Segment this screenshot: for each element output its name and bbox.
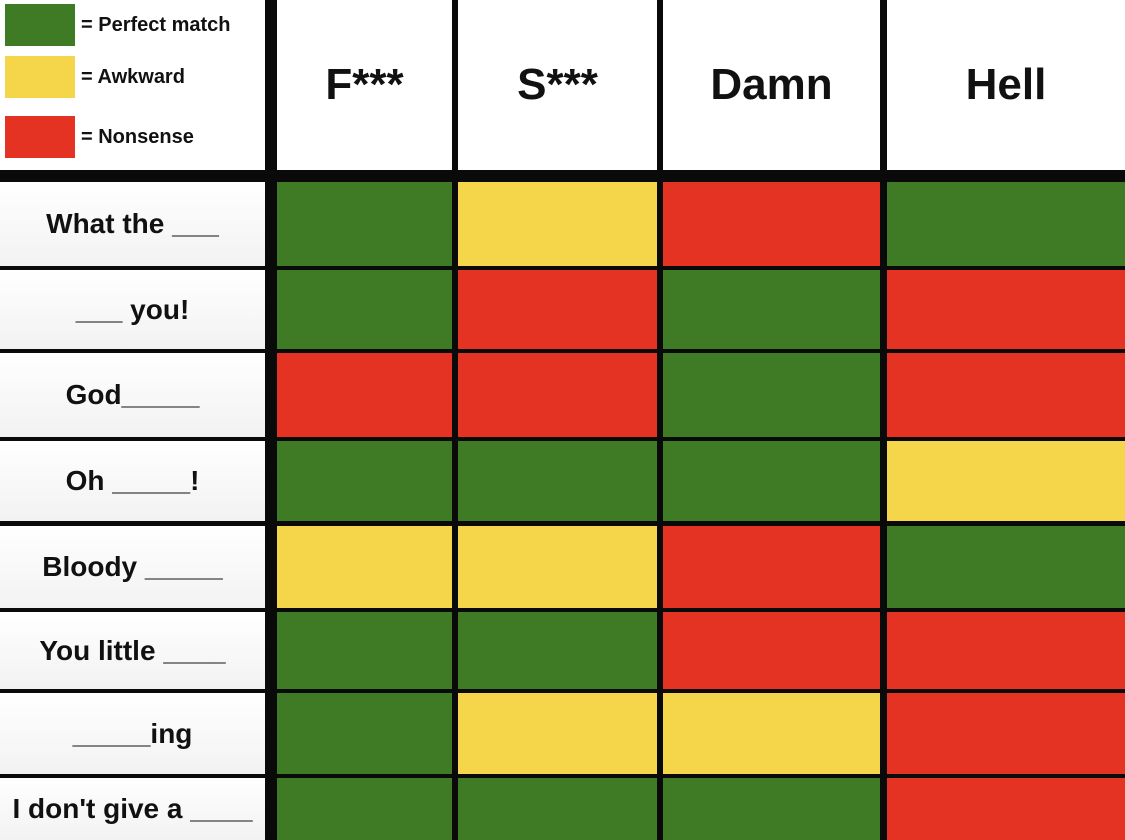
legend-item: = Awkward — [5, 56, 185, 98]
heatmap-cell — [277, 526, 452, 608]
heatmap-cell — [277, 693, 452, 774]
legend-swatch — [5, 116, 75, 158]
heatmap-cell — [663, 270, 880, 349]
column-header: F*** — [277, 0, 452, 170]
heatmap-cell — [663, 441, 880, 521]
legend-label: = Perfect match — [81, 13, 231, 36]
heatmap-cell — [663, 182, 880, 266]
heatmap-cell — [277, 182, 452, 266]
column-header: S*** — [458, 0, 657, 170]
heatmap-cell — [663, 693, 880, 774]
row-label: God_____ — [0, 353, 265, 437]
legend-item: = Perfect match — [5, 4, 231, 46]
heatmap-cell — [887, 612, 1125, 689]
heatmap-cell — [458, 353, 657, 437]
heatmap-cell — [458, 182, 657, 266]
heatmap-cell — [277, 778, 452, 840]
heatmap-cell — [887, 441, 1125, 521]
heatmap-cell — [887, 182, 1125, 266]
heatmap-cell — [277, 353, 452, 437]
legend: = Perfect match = Awkward = Nonsense — [0, 0, 265, 170]
row-label: Bloody _____ — [0, 526, 265, 608]
heatmap-cell — [887, 526, 1125, 608]
heatmap-cell — [277, 612, 452, 689]
column-header: Hell — [887, 0, 1125, 170]
heatmap-cell — [277, 441, 452, 521]
heatmap-cell — [458, 693, 657, 774]
row-label: _____ing — [0, 693, 265, 774]
column-header: Damn — [663, 0, 880, 170]
heatmap-cell — [887, 778, 1125, 840]
row-label: You little ____ — [0, 612, 265, 689]
heatmap-cell — [458, 441, 657, 521]
heatmap-cell — [663, 778, 880, 840]
heatmap-cell — [887, 270, 1125, 349]
row-label: Oh _____! — [0, 441, 265, 521]
heatmap-cell — [663, 526, 880, 608]
heatmap-cell — [458, 270, 657, 349]
legend-label: = Nonsense — [81, 125, 194, 148]
heatmap-cell — [458, 778, 657, 840]
row-label: What the ___ — [0, 182, 265, 266]
legend-item: = Nonsense — [5, 116, 194, 158]
heatmap-cell — [277, 270, 452, 349]
row-label: I don't give a ____ — [0, 778, 265, 840]
heatmap-cell — [663, 612, 880, 689]
heatmap-cell — [887, 353, 1125, 437]
heatmap-cell — [458, 526, 657, 608]
legend-swatch — [5, 4, 75, 46]
row-label: ___ you! — [0, 270, 265, 349]
legend-swatch — [5, 56, 75, 98]
heatmap-cell — [663, 353, 880, 437]
heatmap-cell — [887, 693, 1125, 774]
legend-label: = Awkward — [81, 65, 185, 88]
heatmap-cell — [458, 612, 657, 689]
